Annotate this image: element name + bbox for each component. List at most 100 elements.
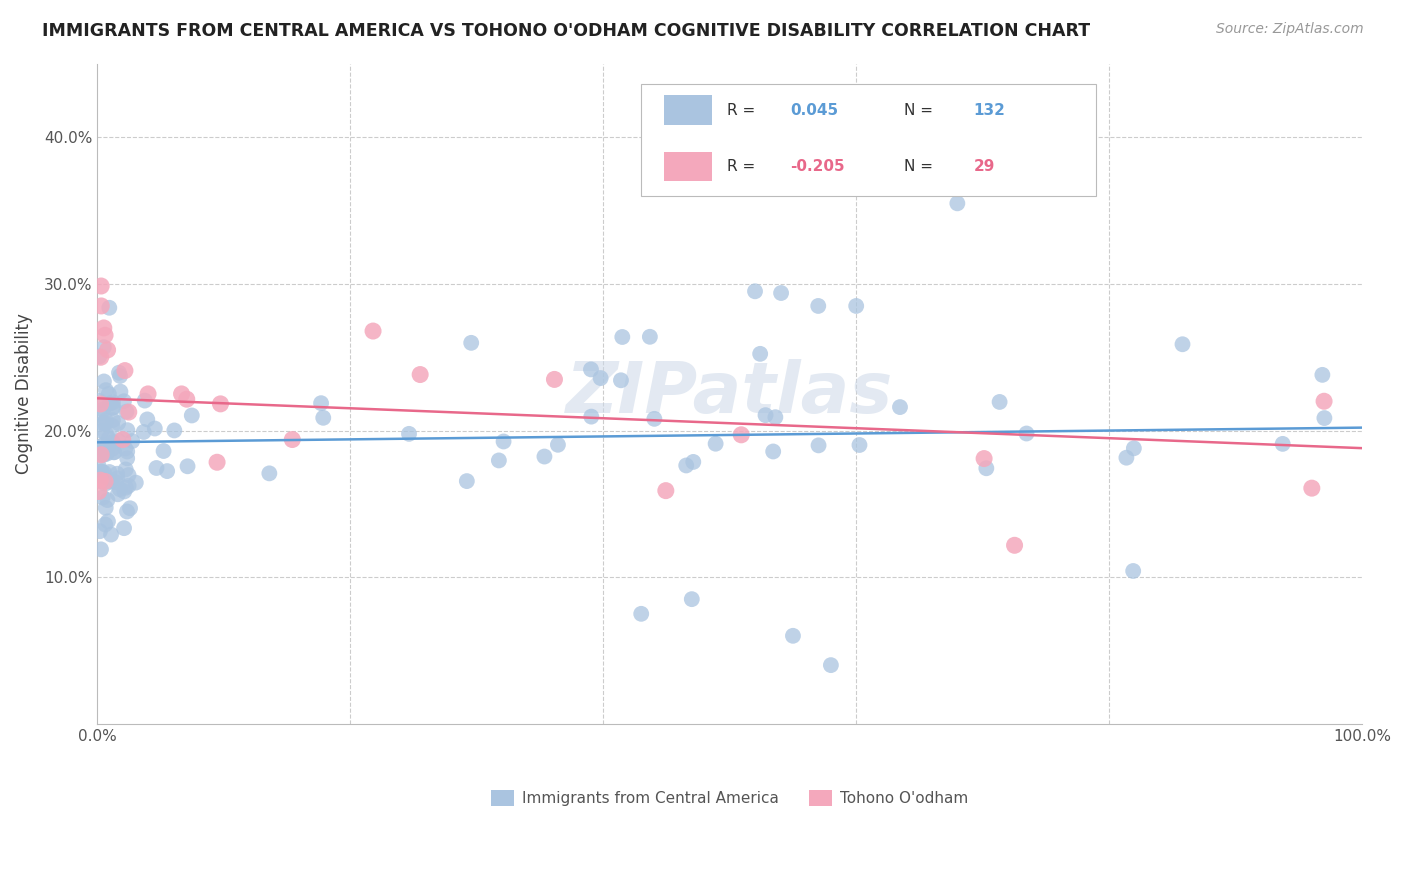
Point [96,447,118,461]
Point [492,434,515,449]
Point [101,442,124,456]
Text: 0.045: 0.045 [790,103,838,118]
Point [93,340,115,354]
Point [91,402,114,417]
Point [108,368,131,383]
Point [98,465,121,479]
Point [1312,368,1334,382]
Point [281,433,304,447]
Point [117,479,139,493]
Point [643,412,665,426]
Point [152,444,174,458]
Point [156,464,179,478]
Point [94,476,117,491]
Point [1122,442,1144,456]
Text: N =: N = [904,103,934,118]
Point [112,394,135,409]
Point [125,475,148,490]
Point [579,362,602,376]
Point [807,299,830,313]
Point [90,397,112,411]
Point [744,285,766,299]
Bar [664,95,711,125]
Point [1313,411,1336,425]
Point [103,445,125,459]
Point [98,396,121,410]
Point [170,387,193,401]
Point [361,324,384,338]
Point [312,410,335,425]
Text: R =: R = [727,159,755,174]
Point [107,434,129,448]
Point [143,421,166,435]
Point [118,405,141,419]
Point [108,482,131,496]
Point [94,413,117,427]
Point [976,461,998,475]
Point [118,501,141,516]
Text: 29: 29 [974,159,995,174]
Point [655,483,678,498]
Point [581,409,603,424]
Point [94,475,117,489]
Point [176,459,198,474]
Point [89,350,111,364]
Point [97,432,120,446]
Point [96,493,118,508]
Point [1115,450,1137,465]
Y-axis label: Cognitive Disability: Cognitive Disability [15,313,32,475]
Point [136,412,159,426]
Point [1313,394,1336,409]
Point [612,330,634,344]
Point [675,458,697,473]
Point [115,444,138,458]
Point [630,607,652,621]
Point [889,400,911,414]
Point [87,473,110,487]
Point [89,440,111,454]
Point [488,453,510,467]
Bar [664,152,711,181]
Point [456,474,478,488]
Point [87,484,110,499]
Point [111,433,134,447]
Point [1301,481,1323,495]
Text: ZIPatlas: ZIPatlas [567,359,893,428]
Point [94,328,117,343]
Point [946,196,969,211]
Point [1271,437,1294,451]
Point [112,484,135,499]
Point [101,413,124,427]
Legend: Immigrants from Central America, Tohono O'odham: Immigrants from Central America, Tohono … [485,784,974,813]
Point [770,285,793,300]
Point [180,409,202,423]
Point [533,450,555,464]
Point [589,371,612,385]
Point [1122,564,1144,578]
Point [115,404,138,418]
Point [90,465,112,479]
Point [145,461,167,475]
Point [117,423,139,437]
Point [681,592,703,607]
FancyBboxPatch shape [641,84,1097,196]
Point [1171,337,1194,351]
Point [89,444,111,458]
Point [110,384,132,399]
Point [89,406,111,420]
Point [782,116,804,130]
Text: 132: 132 [974,103,1005,118]
Point [104,475,127,490]
Point [398,426,420,441]
Point [114,462,136,476]
Point [132,425,155,439]
Point [704,436,727,450]
Point [754,408,776,422]
Point [112,521,135,535]
Point [91,438,114,452]
Point [94,517,117,532]
Point [205,455,228,469]
Point [988,395,1011,409]
Point [547,438,569,452]
Point [91,417,114,431]
